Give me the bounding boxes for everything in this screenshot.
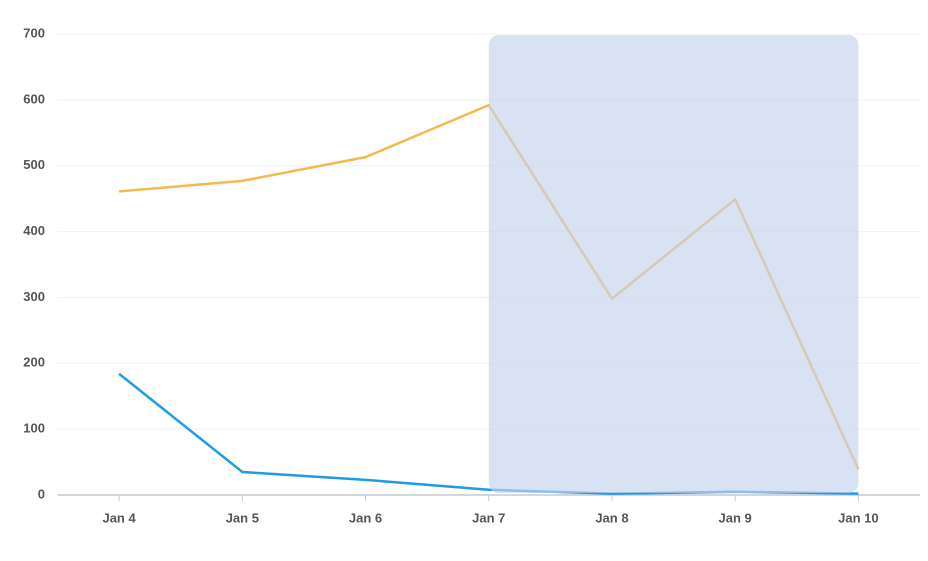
y-tick-label: 200 [23, 355, 45, 370]
x-tick-label: Jan 4 [102, 510, 136, 525]
y-tick-label: 100 [23, 421, 45, 436]
x-tick-label: Jan 9 [719, 510, 752, 525]
x-tick-label: Jan 10 [838, 510, 878, 525]
y-tick-label: 500 [23, 157, 45, 172]
y-tick-label: 0 [38, 486, 45, 501]
y-tick-label: 400 [23, 223, 45, 238]
x-tick-label: Jan 5 [226, 510, 259, 525]
selection-range [488, 35, 859, 493]
y-tick-label: 700 [23, 25, 45, 40]
x-tick-label: Jan 6 [349, 510, 382, 525]
x-tick-label: Jan 7 [472, 510, 505, 525]
y-tick-label: 300 [23, 289, 45, 304]
y-tick-label: 600 [23, 91, 45, 106]
x-tick-label: Jan 8 [595, 510, 628, 525]
